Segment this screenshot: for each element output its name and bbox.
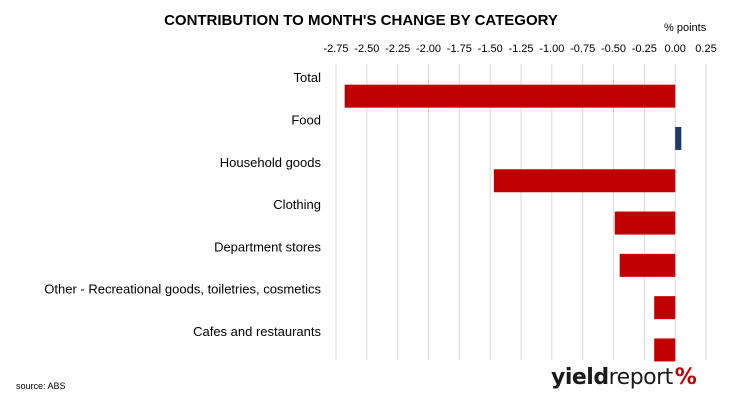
x-tick-label: -1.25 (508, 43, 533, 55)
x-tick-label: -1.00 (539, 43, 564, 55)
bar (654, 338, 676, 362)
x-tick-label: -2.50 (354, 43, 379, 55)
category-label: Total (294, 70, 322, 85)
category-label: Other - Recreational goods, toiletries, … (44, 282, 321, 297)
x-tick-label: 0.00 (664, 43, 685, 55)
category-labels: Total Food Household goods Clothing Departme… (44, 70, 321, 339)
bars (344, 84, 682, 362)
x-tick-label: -2.75 (323, 43, 348, 55)
bar (614, 211, 676, 235)
x-tick-label: -0.25 (632, 43, 657, 55)
category-label: Clothing (273, 197, 321, 212)
x-tick-label: 0.25 (695, 43, 716, 55)
unit-label: % points (664, 22, 707, 34)
bar (344, 84, 676, 108)
x-tick-label: -1.50 (478, 43, 503, 55)
category-label: Household goods (220, 155, 322, 170)
logo-word-report: report (608, 365, 674, 390)
x-tick-labels: -2.75 -2.50 -2.25 -2.00 -1.75 -1.50 -1.25 -1.00… (323, 43, 716, 55)
bar (493, 169, 676, 193)
bar (675, 126, 682, 150)
x-tick-label: -2.00 (416, 43, 441, 55)
brand-logo: yieldreport% (551, 365, 697, 390)
x-tick-label: -2.25 (385, 43, 410, 55)
chart-title-text: CONTRIBUTION TO MONTH'S CHANGE BY CATEGO… (164, 12, 558, 29)
source-note: source: ABS (16, 381, 66, 391)
x-tick-label: -1.75 (447, 43, 472, 55)
x-tick-label: -0.75 (570, 43, 595, 55)
x-tick-label: -0.50 (601, 43, 626, 55)
category-label: Food (291, 112, 321, 127)
logo-word-yield: yield (551, 365, 609, 390)
chart-title: CONTRIBUTION TO MONTH'S CHANGE BY CATEGO… (0, 12, 730, 29)
category-label: Department stores (214, 239, 321, 254)
percent-logo-icon: % (674, 365, 697, 390)
bar (654, 296, 676, 320)
bar (619, 253, 676, 277)
category-label: Cafes and restaurants (193, 324, 321, 339)
